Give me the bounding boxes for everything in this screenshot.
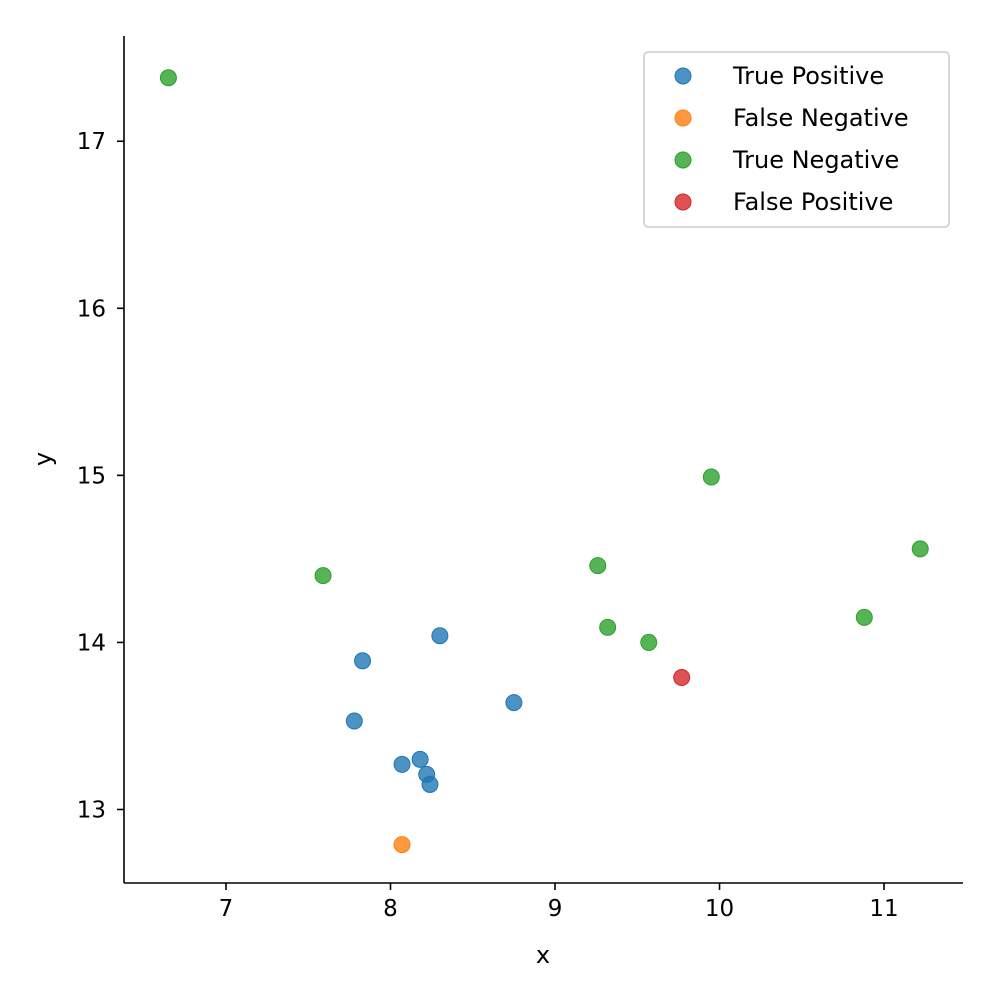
legend-marker-false-negative <box>674 109 692 127</box>
y-tick-label: 13 <box>77 797 106 823</box>
point-true-positive <box>345 712 363 730</box>
y-axis-label: y <box>29 452 57 466</box>
point-false-negative <box>393 836 411 854</box>
legend-marker-true-negative <box>674 151 692 169</box>
point-true-negative <box>855 608 873 626</box>
legend-marker-true-positive <box>674 67 692 85</box>
point-true-negative <box>911 540 929 558</box>
y-ticks: 13 14 15 16 17 <box>77 129 124 823</box>
y-tick-label: 17 <box>77 129 106 155</box>
point-true-positive <box>354 652 372 670</box>
legend-label-true-positive: True Positive <box>732 62 884 90</box>
x-tick-label: 9 <box>548 896 563 922</box>
y-tick-label: 14 <box>77 630 106 656</box>
point-true-negative <box>159 69 177 87</box>
point-true-positive <box>505 694 523 712</box>
legend: True Positive False Negative True Negative… <box>643 51 950 228</box>
axes <box>123 36 963 884</box>
y-tick-label: 16 <box>77 296 106 322</box>
legend-label-true-negative: True Negative <box>732 146 899 174</box>
point-true-positive <box>421 775 439 793</box>
point-true-positive <box>393 755 411 773</box>
point-true-positive <box>431 627 449 645</box>
point-true-negative <box>589 557 607 575</box>
legend-box <box>643 51 950 228</box>
point-true-negative <box>640 633 658 651</box>
point-true-positive <box>411 750 429 768</box>
x-tick-label: 7 <box>219 896 234 922</box>
legend-label-false-positive: False Positive <box>733 188 893 216</box>
data-points <box>159 69 929 854</box>
legend-label-false-negative: False Negative <box>733 104 909 132</box>
x-tick-label: 10 <box>705 896 734 922</box>
x-axis-label: x <box>536 941 550 969</box>
point-true-negative <box>599 618 617 636</box>
point-true-negative <box>314 567 332 585</box>
point-true-negative <box>702 468 720 486</box>
x-tick-label: 8 <box>383 896 398 922</box>
legend-marker-false-positive <box>674 193 692 211</box>
x-ticks: 7 8 9 10 11 <box>219 883 899 922</box>
x-tick-label: 11 <box>869 896 898 922</box>
point-false-positive <box>673 669 691 687</box>
y-tick-label: 15 <box>77 463 106 489</box>
